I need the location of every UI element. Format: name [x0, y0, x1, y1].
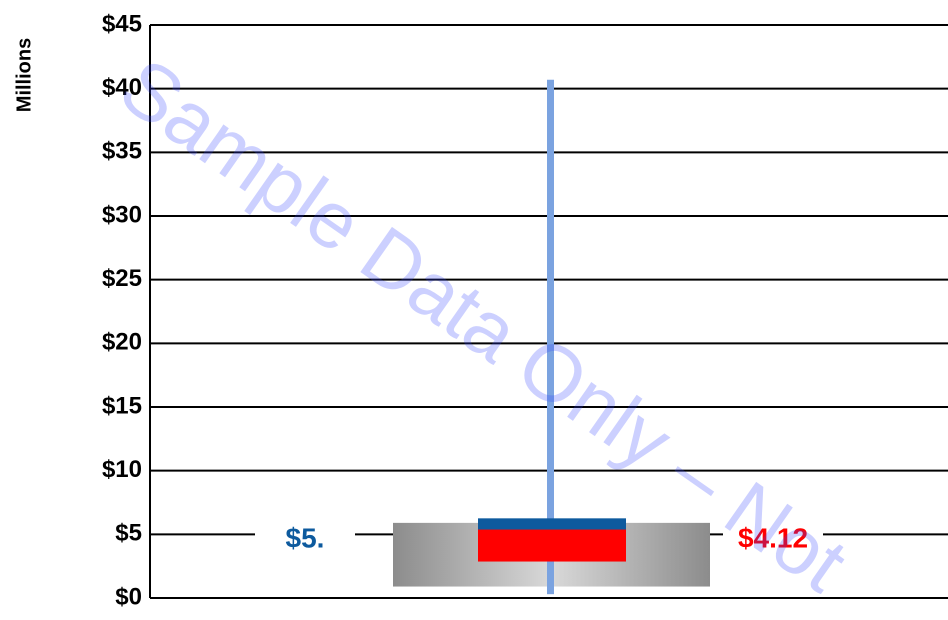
- label-background: [723, 522, 823, 559]
- y-tick-label: $25: [102, 265, 142, 292]
- y-tick-label: $30: [102, 201, 142, 228]
- whisker: [547, 79, 554, 595]
- y-axis-label: Millions: [13, 38, 35, 112]
- value-label: $4.12: [738, 523, 808, 554]
- y-tick-label: $10: [102, 456, 142, 483]
- marker: [478, 529, 626, 562]
- y-tick-label: $0: [115, 583, 142, 610]
- y-tick-label: $40: [102, 74, 142, 101]
- y-tick-label: $35: [102, 138, 142, 165]
- value-label: $5.: [286, 523, 325, 554]
- y-tick-label: $45: [102, 10, 142, 37]
- y-tick-label: $15: [102, 392, 142, 419]
- y-tick-label: $5: [115, 520, 142, 547]
- y-tick-label: $20: [102, 329, 142, 356]
- label-background: [255, 522, 355, 559]
